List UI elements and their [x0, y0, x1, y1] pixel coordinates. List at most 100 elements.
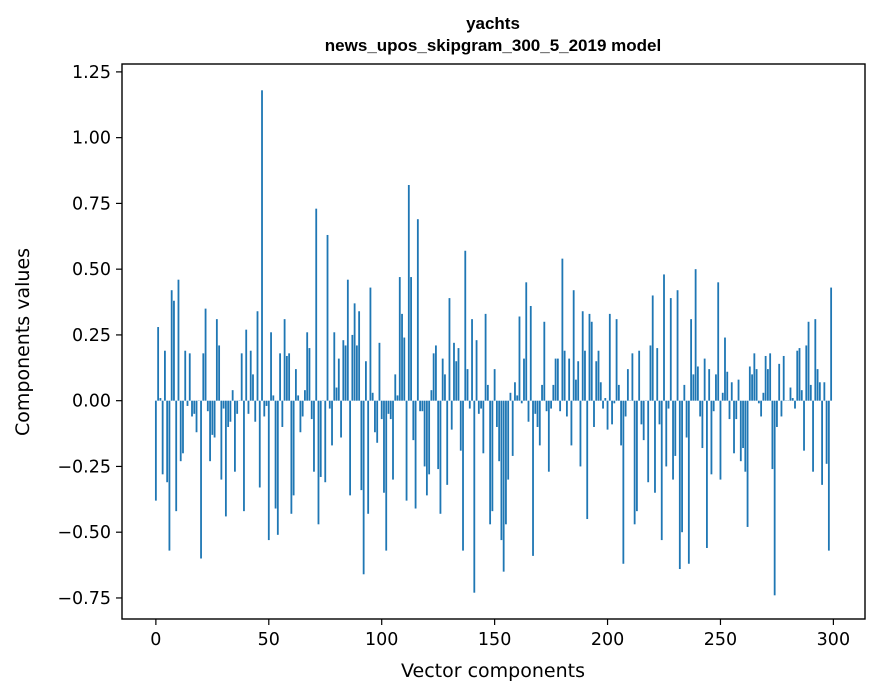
bar-component-149 [491, 400, 494, 512]
bar-component-151 [495, 400, 498, 427]
x-tick-label: 0 [150, 630, 161, 650]
bar-component-174 [547, 400, 550, 472]
bar-component-130 [448, 298, 451, 401]
bar-component-226 [665, 400, 668, 467]
bar-component-171 [541, 384, 543, 401]
bar-component-93 [365, 361, 367, 401]
bar-component-200 [606, 400, 609, 430]
bar-component-207 [622, 400, 625, 564]
bar-component-271 [766, 369, 769, 401]
bar-component-86 [349, 400, 351, 496]
bar-component-68 [308, 348, 311, 401]
bar-component-182 [565, 400, 568, 417]
bar-component-198 [602, 400, 604, 409]
bar-component-81 [337, 358, 340, 401]
bar-component-212 [633, 400, 636, 525]
bar-component-191 [586, 400, 589, 520]
bar-component-144 [480, 400, 482, 409]
bar-component-133 [455, 361, 458, 401]
bar-component-164 [525, 282, 528, 401]
x-tick-label: 250 [704, 630, 737, 650]
bar-component-180 [561, 258, 564, 401]
bar-component-252 [724, 337, 726, 401]
bar-component-264 [751, 374, 753, 401]
bar-component-89 [355, 345, 358, 401]
bar-component-83 [342, 340, 345, 401]
bar-component-70 [313, 400, 315, 472]
bar-component-276 [778, 363, 781, 401]
bar-component-290 [809, 384, 812, 401]
bar-component-260 [742, 400, 744, 449]
bar-component-261 [744, 400, 747, 472]
bar-component-147 [486, 384, 489, 401]
plot-area-frame [121, 63, 866, 620]
bar-component-224 [660, 400, 663, 541]
bar-component-72 [317, 400, 320, 525]
bar-component-16 [191, 400, 193, 417]
bar-component-32 [227, 400, 230, 427]
bar-component-58 [285, 355, 288, 401]
bar-component-84 [344, 345, 347, 401]
bar-component-175 [550, 400, 552, 409]
bar-component-278 [782, 355, 785, 401]
bar-component-153 [500, 400, 503, 541]
bar-component-187 [577, 361, 580, 401]
bar-component-177 [554, 358, 557, 401]
bar-component-282 [791, 398, 794, 401]
bar-component-34 [231, 390, 234, 401]
bar-component-214 [638, 350, 641, 401]
bar-component-77 [328, 400, 331, 409]
bar-component-30 [222, 400, 225, 409]
bar-component-104 [389, 400, 392, 420]
bar-component-170 [538, 400, 541, 446]
bar-component-223 [658, 400, 661, 425]
bar-component-281 [789, 387, 792, 401]
bar-component-240 [696, 366, 699, 401]
bar-component-118 [421, 400, 424, 412]
bar-component-152 [498, 400, 501, 462]
bar-component-141 [473, 400, 476, 593]
bar-component-39 [243, 400, 245, 512]
bar-component-245 [708, 369, 711, 401]
bar-component-96 [371, 392, 374, 401]
bar-component-87 [351, 334, 354, 401]
bar-component-102 [385, 400, 388, 551]
bar-component-18 [195, 400, 198, 433]
bar-component-65 [301, 400, 304, 417]
bar-component-265 [753, 353, 756, 401]
bar-component-138 [466, 369, 469, 401]
bar-component-215 [640, 400, 643, 425]
bar-component-9 [175, 400, 178, 512]
bar-component-254 [728, 400, 731, 420]
bar-component-273 [771, 400, 774, 470]
bar-component-139 [468, 400, 471, 409]
bar-component-220 [651, 295, 654, 401]
bar-component-274 [773, 400, 776, 596]
bar-component-179 [559, 400, 562, 412]
bar-component-103 [387, 400, 390, 414]
bar-component-125 [437, 400, 440, 470]
bar-component-85 [346, 279, 349, 401]
bar-component-162 [520, 400, 523, 404]
bar-component-143 [477, 400, 480, 414]
bar-component-63 [297, 395, 300, 401]
bar-component-277 [780, 400, 783, 417]
bar-component-295 [821, 400, 823, 485]
bar-component-230 [674, 400, 677, 456]
bar-component-292 [814, 319, 817, 401]
bar-component-208 [624, 400, 627, 417]
bar-component-2 [159, 398, 162, 401]
bar-component-247 [712, 400, 715, 412]
bar-component-71 [315, 208, 318, 401]
bar-component-47 [261, 90, 263, 401]
bar-component-167 [532, 400, 534, 556]
bar-component-251 [721, 392, 724, 401]
bar-component-193 [590, 321, 593, 401]
bar-component-239 [694, 269, 697, 401]
bar-component-22 [204, 308, 207, 401]
bar-component-155 [505, 400, 507, 525]
bar-component-233 [681, 400, 683, 533]
bar-component-69 [310, 400, 313, 420]
bar-component-268 [760, 400, 763, 417]
bar-component-98 [376, 400, 379, 443]
